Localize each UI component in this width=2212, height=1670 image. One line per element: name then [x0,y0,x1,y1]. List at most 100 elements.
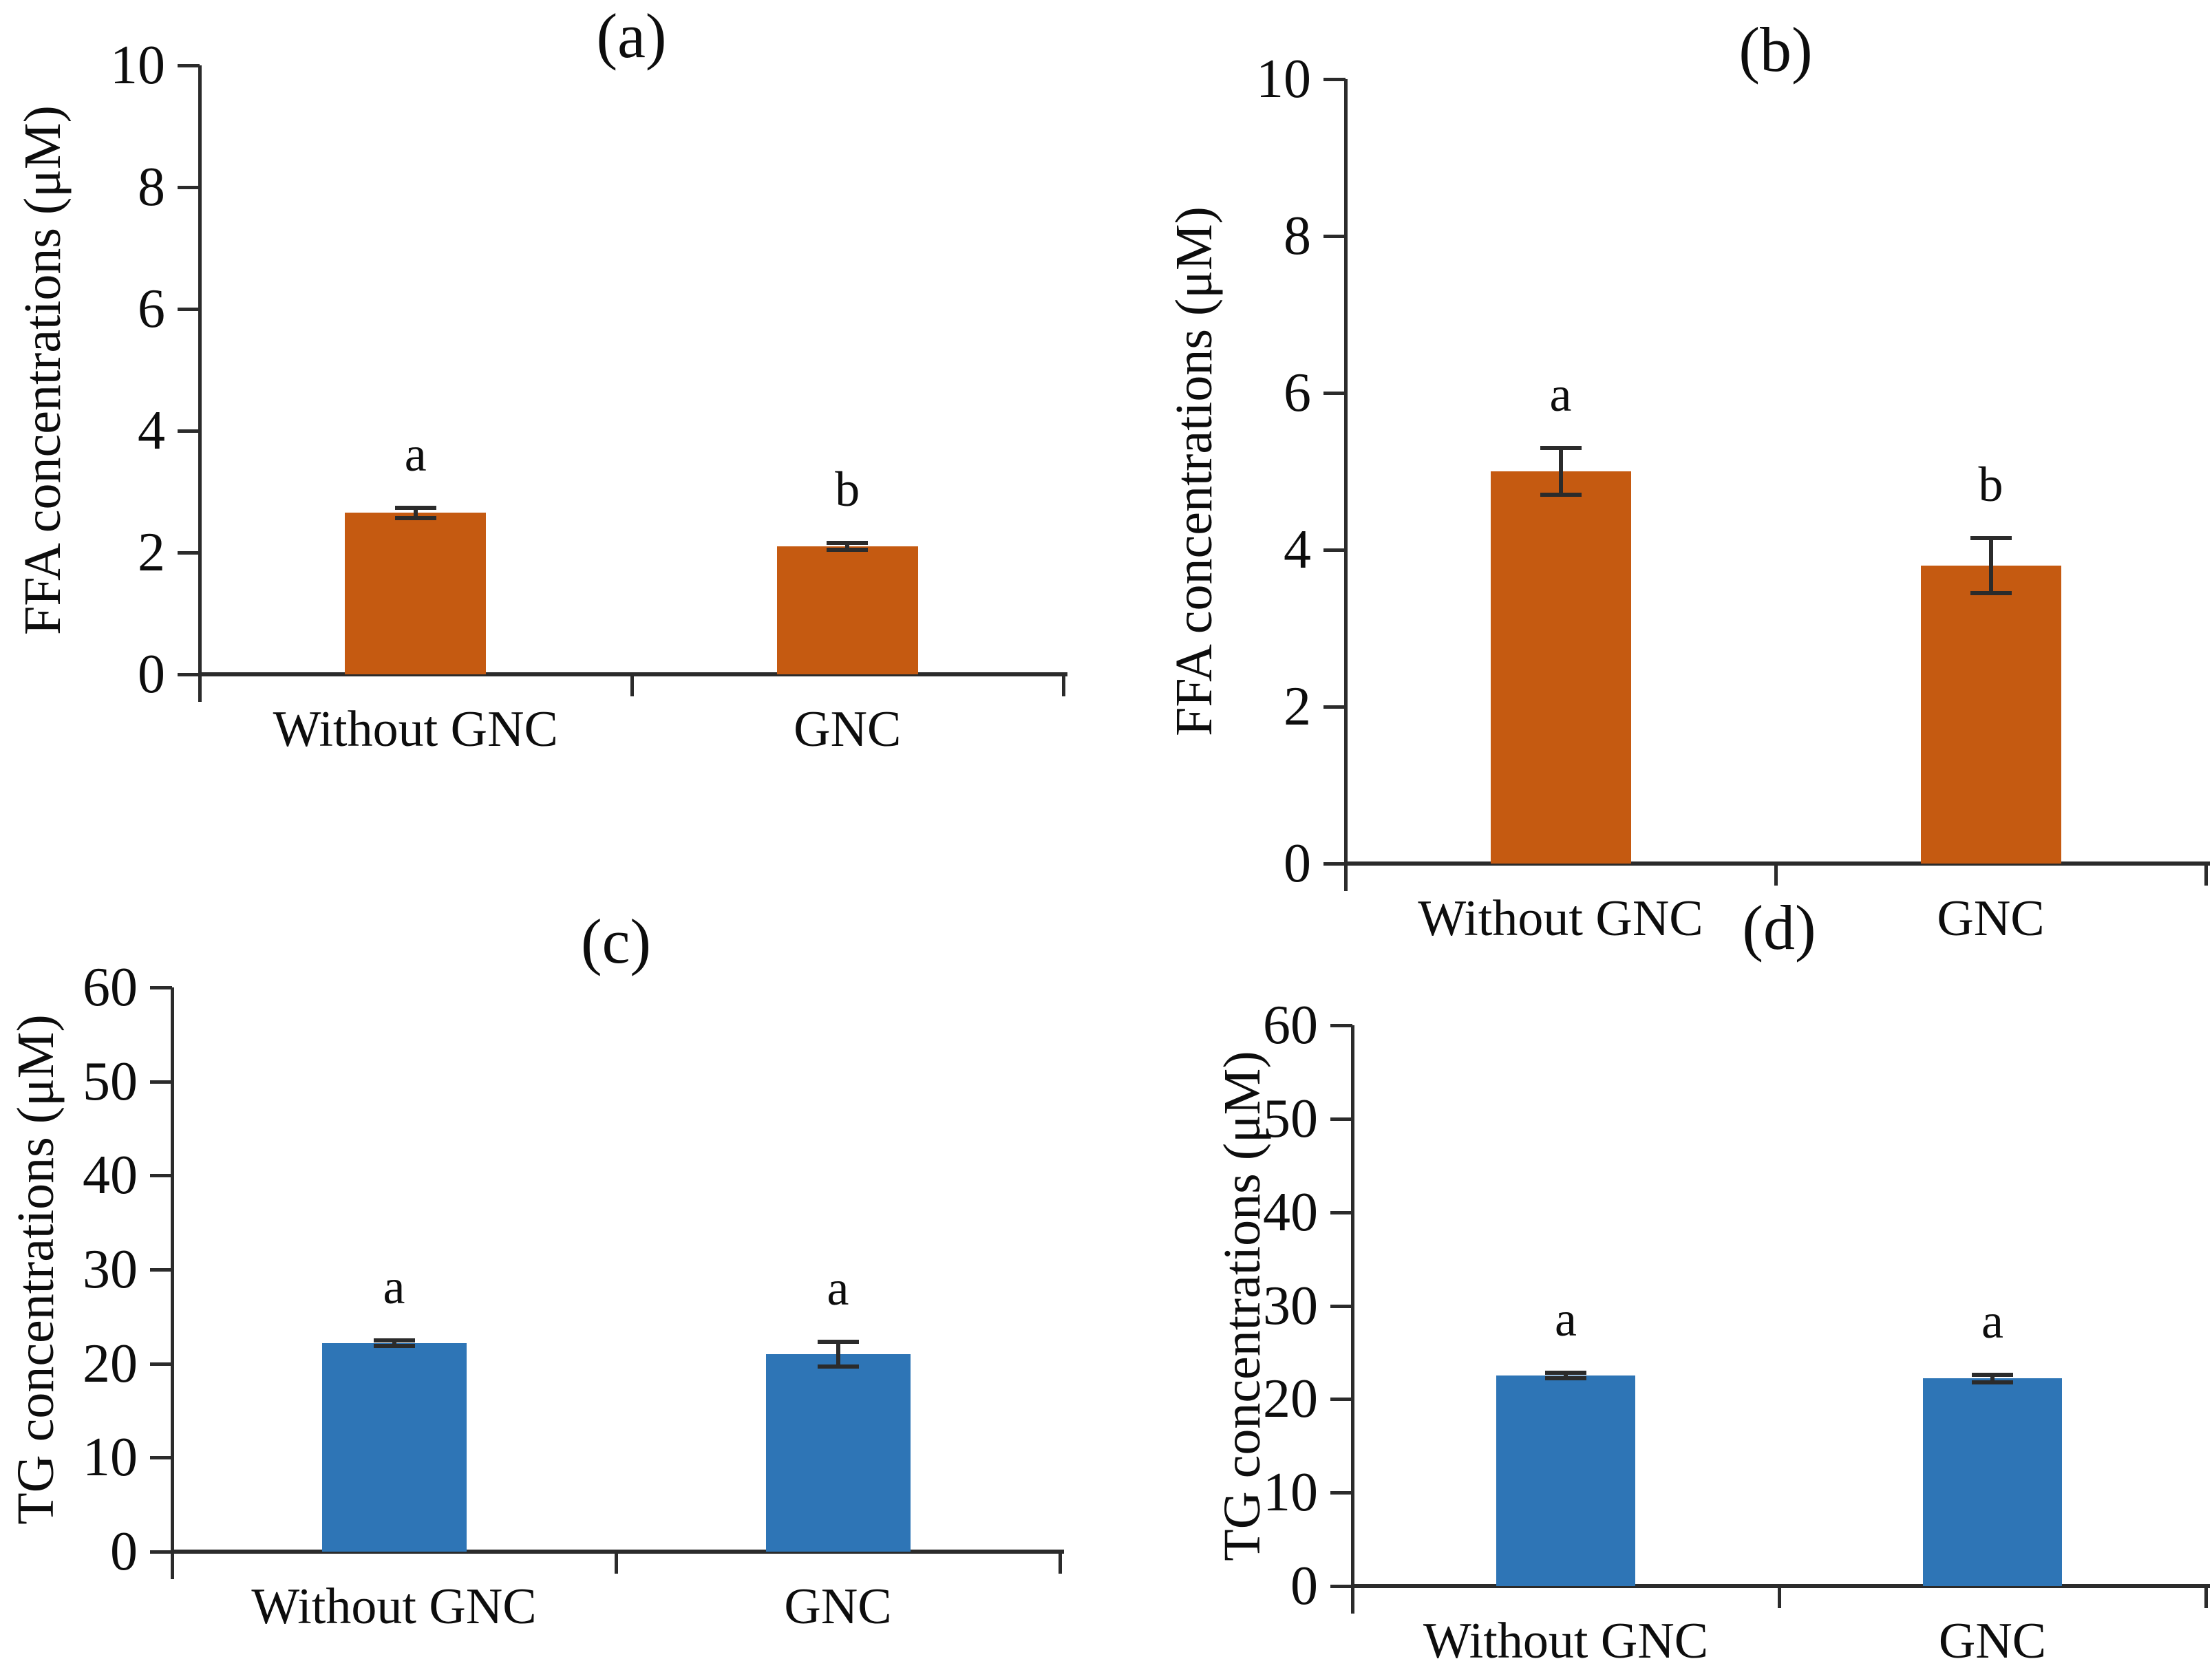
error-bar-cap-bottom [818,1364,859,1369]
y-tick-label: 4 [34,399,165,462]
significance-letter: a [339,1259,449,1314]
y-axis-tick [1330,1585,1352,1588]
significance-letter: b [792,462,902,517]
y-tick-label: 0 [1187,1554,1318,1618]
y-tick-label: 4 [1180,518,1311,581]
y-axis-tick [1323,548,1346,552]
y-tick-label: 6 [34,277,165,341]
y-axis-line [1344,79,1348,891]
bar-gnc [777,546,918,674]
y-tick-label: 0 [7,1520,138,1583]
y-axis-tick [1330,1491,1352,1495]
y-axis-tick [178,64,200,67]
y-axis-tick [1330,1398,1352,1401]
y-tick-label: 10 [7,1426,138,1489]
y-axis-tick [1330,1305,1352,1308]
y-tick-label: 0 [34,643,165,706]
significance-letter: a [1506,367,1616,422]
x-axis-tick [1062,674,1065,696]
y-tick-label: 20 [1187,1367,1318,1431]
y-axis-tick [150,1268,172,1272]
bar-without-gnc [1491,471,1631,864]
x-category-label: Without GNC [167,1578,621,1636]
y-tick-label: 2 [34,521,165,584]
panel-title-c: (c) [172,907,1060,976]
x-category-label: GNC [1765,1612,2212,1670]
x-axis-tick [1059,1552,1062,1574]
y-tick-label: 10 [34,34,165,97]
error-bar-cap-bottom [395,516,436,520]
y-tick-label: 50 [1187,1087,1318,1150]
bar-gnc [766,1354,911,1552]
y-axis-tick [178,186,200,189]
significance-letter: a [361,427,471,482]
x-category-label: Without GNC [1339,1612,1793,1670]
error-bar-cap-bottom [827,548,868,552]
significance-letter: b [1936,457,2046,512]
y-tick-label: 60 [7,956,138,1019]
y-axis-line [171,987,174,1579]
y-axis-tick [1323,78,1346,81]
y-tick-label: 50 [7,1050,138,1113]
panel-title-a: (a) [200,1,1063,70]
y-axis-tick [1330,1024,1352,1027]
error-bar-cap-top [818,1340,859,1344]
y-axis-tick [178,673,200,676]
panel-title-d: (d) [1352,893,2206,962]
y-axis-tick [178,308,200,311]
y-axis-tick [150,1550,172,1554]
error-bar-cap-top [374,1338,415,1342]
y-tick-label: 10 [1187,1461,1318,1524]
y-axis-tick [150,1080,172,1084]
error-bar [1559,448,1563,495]
bar-without-gnc [322,1343,467,1552]
y-tick-label: 10 [1180,47,1311,111]
y-axis-line [1351,1025,1354,1614]
x-axis-tick [2204,1586,2208,1608]
y-tick-label: 8 [34,156,165,219]
y-axis-tick [1323,705,1346,709]
y-tick-label: 8 [1180,204,1311,268]
error-bar-cap-top [827,541,868,545]
bar-gnc [1921,566,2061,864]
y-axis-tick [1323,235,1346,238]
y-axis-tick [150,1174,172,1177]
y-tick-label: 30 [7,1238,138,1301]
error-bar-cap-top [1972,1373,2013,1377]
y-tick-label: 40 [7,1144,138,1207]
error-bar [1989,538,1993,593]
x-category-label: GNC [611,1578,1065,1636]
error-bar-cap-top [395,506,436,510]
error-bar-cap-bottom [374,1344,415,1348]
error-bar-cap-bottom [1540,493,1582,497]
error-bar-cap-top [1970,536,2012,540]
y-tick-label: 2 [1180,675,1311,738]
x-category-label: Without GNC [189,700,643,758]
error-bar-cap-bottom [1545,1376,1586,1380]
y-tick-label: 60 [1187,994,1318,1057]
y-axis-tick [1330,1211,1352,1214]
error-bar-cap-top [1540,446,1582,450]
significance-letter: a [1511,1292,1621,1347]
error-bar-cap-bottom [1970,591,2012,595]
significance-letter: a [1937,1294,2048,1349]
error-bar-cap-bottom [1972,1380,2013,1384]
y-axis-tick [150,1456,172,1459]
panel-title-b: (b) [1346,15,2206,84]
y-axis-tick [150,1362,172,1366]
y-axis-label-b: FFA concentrations (μM) [1167,206,1222,736]
x-category-label: GNC [620,700,1074,758]
error-bar [836,1342,840,1367]
x-axis-tick [630,674,634,696]
y-tick-label: 40 [1187,1181,1318,1244]
y-axis-line [198,65,202,702]
y-tick-label: 20 [7,1332,138,1395]
y-axis-tick [150,986,172,989]
